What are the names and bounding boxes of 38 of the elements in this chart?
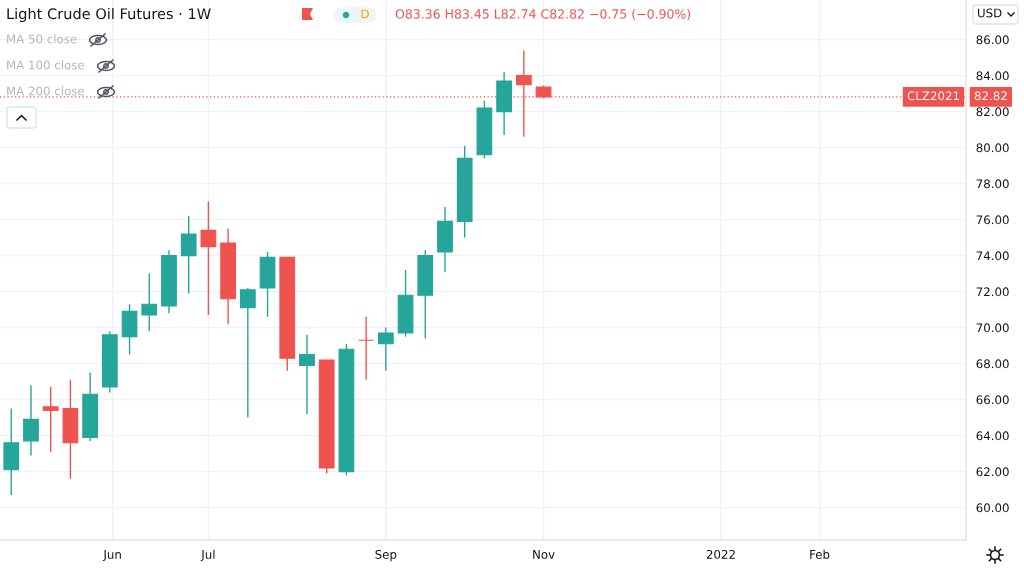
y-tick-label: 68.00 [976, 359, 1009, 369]
text: USD [978, 8, 1002, 18]
annotation: MA 100 close [7, 60, 85, 70]
x-tick-label: Nov [533, 550, 555, 559]
y-tick-label: 76.00 [976, 215, 1009, 225]
y-tick-label: 72.00 [976, 287, 1009, 297]
ref-line-label: CLZ2021 [907, 91, 959, 101]
candlestick [358, 316, 374, 381]
candlestick [141, 272, 158, 332]
candlestick [200, 200, 217, 316]
y-tick-label: 78.00 [976, 179, 1009, 189]
x-tick-label: Jun [102, 550, 121, 562]
y-tick-label: 84.00 [976, 71, 1009, 81]
annotation: MA 200 close [7, 86, 85, 96]
y-tick-label: 60.00 [976, 503, 1009, 513]
candlestick [180, 215, 197, 295]
candlestick [42, 386, 59, 453]
y-tick-label: 70.00 [976, 323, 1009, 333]
candlestick [377, 326, 394, 372]
y-tick-label: 86.00 [976, 35, 1009, 45]
y-tick-label: 74.00 [976, 251, 1009, 261]
candlestick [239, 287, 256, 419]
y-tick-label: 64.00 [976, 431, 1009, 441]
candlestick [299, 334, 315, 415]
y-tick-label: 82.00 [976, 107, 1009, 117]
y-tick-label: 66.00 [976, 395, 1009, 405]
candlestick [23, 384, 39, 457]
annotation: MA 50 close [7, 34, 77, 44]
x-tick-label: Sep [375, 549, 397, 562]
x-tick-label: Feb [810, 549, 830, 559]
text: Light Crude Oil Futures · 1W [7, 7, 211, 23]
x-tick-label: 2022 [706, 549, 735, 559]
x-tick-label: Jul [200, 549, 215, 562]
annotation: O83.36 H83.45 L82.74 C82.82 −0.75 (−0.90%) [395, 8, 691, 21]
annotation: D [361, 9, 369, 19]
text: 82.82 [974, 91, 1007, 101]
y-tick-label: 80.00 [976, 143, 1009, 153]
y-tick-label: 62.00 [976, 467, 1009, 477]
